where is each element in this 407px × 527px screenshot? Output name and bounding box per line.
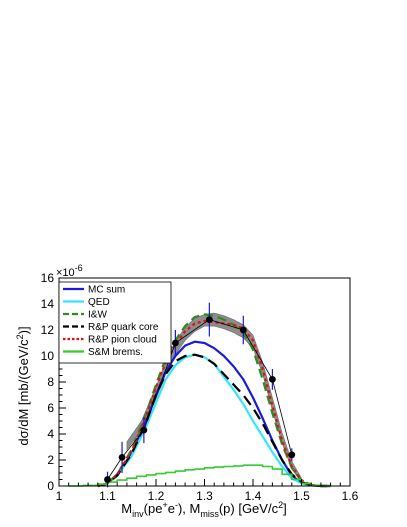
y-exponent-power: -6	[75, 263, 83, 273]
data-point-1	[118, 454, 126, 461]
data-point-6	[269, 376, 276, 383]
y-axis-title: dσ/dM [mb/(GeV/c2)]	[15, 326, 31, 445]
y-tick-label-5: 10	[41, 349, 55, 363]
legend-label-5: S&M brems.	[88, 347, 143, 358]
data-point-2	[140, 426, 148, 434]
data-point-3	[172, 339, 179, 347]
series-line-5	[68, 464, 331, 487]
y-tick-label-4: 8	[47, 375, 54, 389]
data-point-7	[288, 451, 296, 459]
legend-label-0: MC sum	[88, 285, 125, 296]
x-tick-label-0: 1	[56, 489, 63, 503]
y-tick-label-8: 16	[41, 271, 55, 285]
data-points-layer	[104, 302, 296, 488]
x-tick-label-3: 1.3	[196, 489, 213, 503]
legend-label-3: R&P quark core	[88, 322, 159, 333]
x-tick-label-4: 1.4	[245, 489, 262, 503]
x-axis-title: Minv(pe+e-), Mmiss(p) [GeV/c2]	[121, 500, 286, 519]
x-tick-label-1: 1.1	[99, 489, 116, 503]
legend-label-1: QED	[88, 297, 110, 308]
x-tick-label-6: 1.6	[342, 489, 359, 503]
y-tick-label-6: 12	[41, 323, 55, 337]
y-tick-label-1: 2	[47, 453, 54, 467]
data-points-connector	[107, 319, 293, 480]
x-tick-label-2: 1.2	[148, 489, 165, 503]
legend-label-2: I&W	[88, 310, 107, 321]
ticks-layer: 1 1.1 1.2 1.3 1.4 1.5 1.6 0 2 4 6 8 10 12 14 16	[41, 271, 359, 503]
data-point-5	[239, 326, 247, 334]
legend-label-4: R&P pion cloud	[88, 335, 157, 346]
y-tick-label-3: 6	[47, 401, 54, 415]
y-exponent-label: ×10-6	[56, 263, 83, 279]
y-tick-label-2: 4	[47, 427, 54, 441]
y-tick-label-7: 14	[41, 297, 55, 311]
data-point-4	[205, 316, 213, 323]
x-tick-label-5: 1.5	[293, 489, 310, 503]
y-tick-label-0: 0	[47, 479, 54, 493]
legend-box	[58, 281, 172, 364]
